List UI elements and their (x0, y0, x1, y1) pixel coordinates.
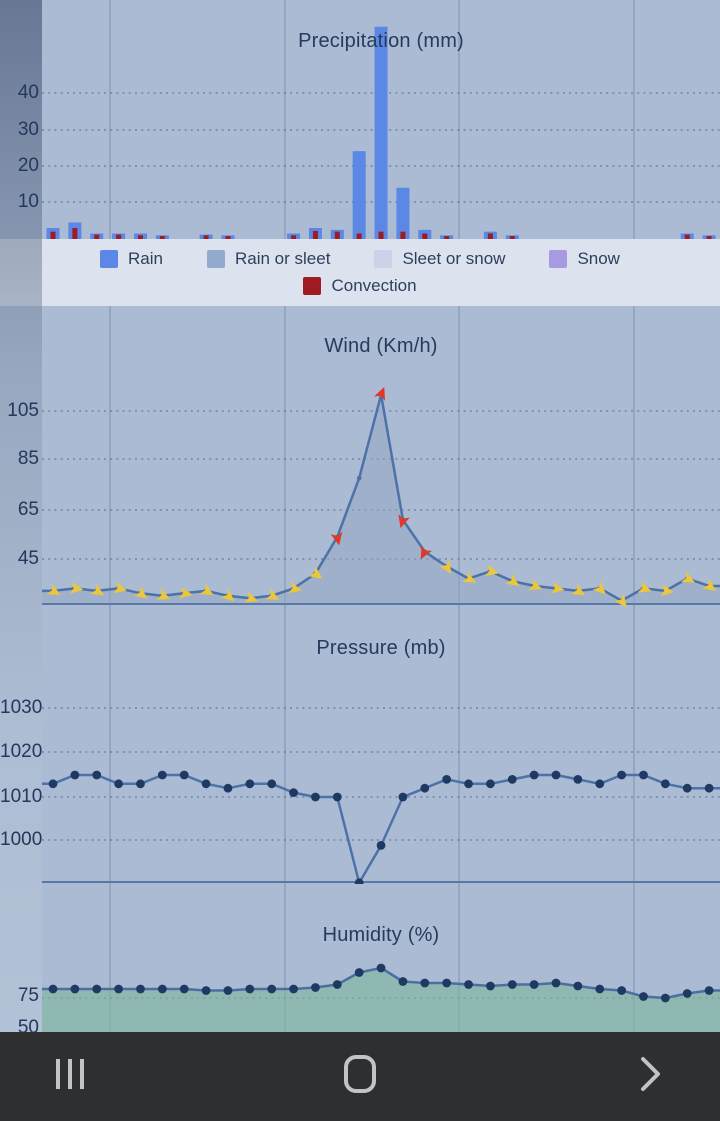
y-tick-label: 105 (7, 400, 39, 421)
legend-item: Rain or sleet (207, 249, 330, 269)
recents-button[interactable] (0, 1032, 140, 1121)
humidity-chart[interactable] (0, 884, 720, 1037)
legend-swatch (303, 277, 322, 295)
day-gridline (458, 0, 460, 1032)
wind-chart[interactable] (0, 306, 720, 617)
back-button[interactable] (580, 1032, 720, 1121)
back-icon (630, 1054, 670, 1099)
wind-title: Wind (Km/h) (324, 335, 438, 357)
legend-item: Rain (100, 249, 163, 269)
day-gridline (284, 0, 286, 1032)
legend-item: Convection (303, 276, 417, 296)
legend-label: Rain (128, 249, 163, 268)
recents-icon (50, 1054, 90, 1099)
day-gridline (109, 0, 111, 1032)
legend-swatch (549, 250, 568, 268)
y-tick-label: 10 (17, 191, 39, 212)
legend-item: Sleet or snow (374, 249, 505, 269)
y-tick-label: 1030 (0, 697, 43, 718)
legend-item: Snow (549, 249, 620, 269)
legend-label: Convection (331, 276, 417, 295)
legend-swatch (374, 250, 393, 268)
y-tick-label: 85 (17, 448, 39, 469)
y-tick-label: 30 (17, 119, 39, 140)
humidity-title: Humidity (%) (322, 924, 440, 946)
y-tick-label: 1020 (0, 741, 43, 762)
y-tick-label: 20 (17, 155, 39, 176)
pressure-plot-bg (42, 612, 720, 884)
y-axis-gutter (0, 0, 42, 1032)
precipitation-title: Precipitation (mm) (298, 30, 464, 52)
legend-row-2: Convection (0, 276, 720, 296)
legend-swatch (100, 250, 119, 268)
home-button[interactable] (290, 1032, 430, 1121)
precipitation-chart[interactable] (0, 0, 720, 244)
android-navbar (0, 1032, 720, 1121)
y-tick-label: 65 (17, 499, 39, 520)
y-tick-label: 75 (17, 985, 39, 1006)
y-tick-label: 1010 (0, 786, 43, 807)
legend-row-1: Rain Rain or sleet Sleet or snow Snow (0, 249, 720, 269)
legend-label: Snow (577, 249, 620, 268)
y-tick-label: 45 (17, 548, 39, 569)
legend-swatch (207, 250, 225, 268)
home-icon (340, 1054, 380, 1099)
day-gridline (633, 0, 635, 1032)
precipitation-legend: Rain Rain or sleet Sleet or snow Snow Conve… (0, 239, 720, 306)
pressure-chart[interactable] (0, 612, 720, 889)
y-tick-label: 1000 (0, 829, 43, 850)
legend-label: Sleet or snow (402, 249, 506, 268)
legend-label: Rain or sleet (235, 249, 331, 268)
y-tick-label: 40 (17, 82, 39, 103)
pressure-title: Pressure (mb) (316, 637, 446, 659)
